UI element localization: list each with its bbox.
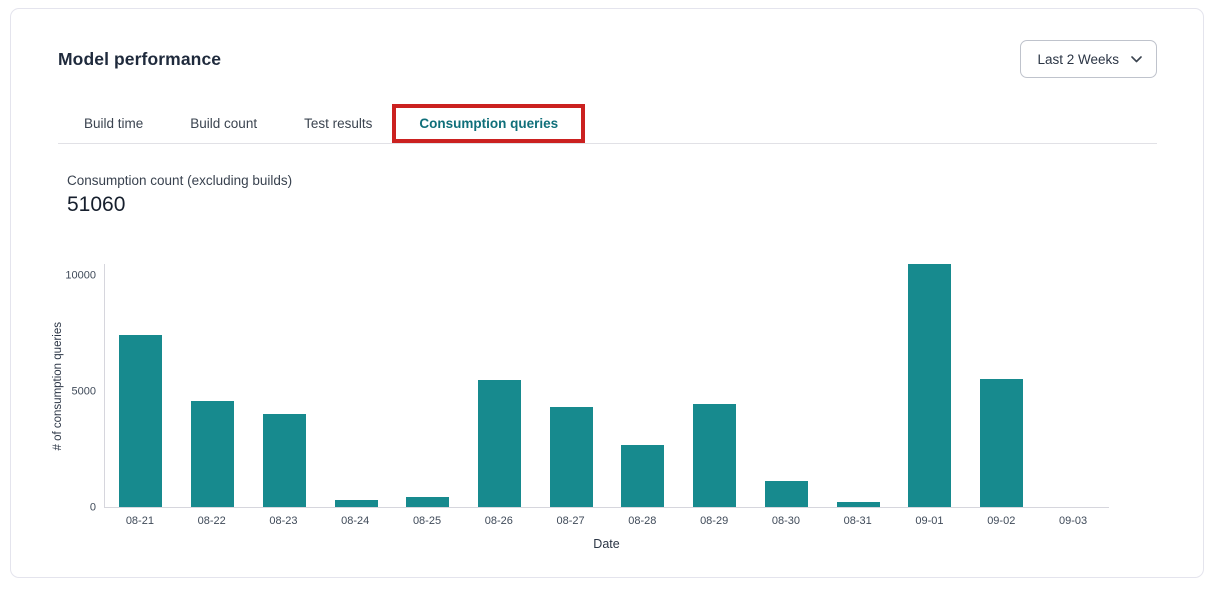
bar-slot — [320, 264, 392, 507]
consumption-queries-bar-chart: # of consumption queries 0 5000 10000 08-2… — [52, 264, 1109, 551]
tab-test-results[interactable]: Test results — [304, 103, 372, 143]
x-tick-label: 08-22 — [197, 515, 226, 527]
bar-slot — [822, 264, 894, 507]
tab-bar: Build time Build count Test results Cons… — [84, 103, 586, 143]
card-header: Model performance Last 2 Weeks — [58, 40, 1157, 78]
x-tick-label: 08-25 — [412, 515, 442, 527]
x-tick-label: 09-01 — [915, 515, 944, 527]
tab-label: Test results — [304, 115, 373, 131]
metric-label: Consumption count (excluding builds) — [67, 173, 293, 188]
bar-08-21[interactable] — [119, 335, 163, 507]
y-axis-ticks: 0 5000 10000 — [49, 264, 104, 513]
x-tick-label: 08-30 — [771, 515, 800, 527]
metric-block: Consumption count (excluding builds) 510… — [67, 173, 292, 217]
bar-08-29[interactable] — [693, 404, 737, 507]
x-tick-label: 08-29 — [700, 515, 729, 527]
tab-label: Consumption queries — [419, 115, 559, 131]
bar-slot — [464, 264, 536, 507]
x-tick-label: 08-27 — [556, 515, 585, 527]
bar-slot — [607, 264, 679, 507]
bar-slot — [1037, 264, 1109, 507]
bar-08-23[interactable] — [262, 413, 306, 507]
x-tick-label: 08-28 — [628, 515, 657, 527]
tab-consumption-queries[interactable]: Consumption queries — [392, 103, 586, 143]
tab-label: Build count — [190, 115, 258, 131]
bar-slot — [392, 264, 464, 507]
x-tick-label: 08-24 — [341, 515, 370, 527]
bar-slot — [966, 264, 1038, 507]
bar-08-22[interactable] — [191, 401, 235, 507]
bar-slot — [679, 264, 751, 507]
bar-slot — [105, 264, 177, 507]
x-tick-label: 08-31 — [843, 515, 872, 527]
bar-08-25[interactable] — [406, 497, 450, 507]
metric-value: 51060 — [67, 193, 126, 216]
y-tick-label: 0 — [89, 501, 96, 514]
bar-slot — [177, 264, 249, 507]
bar-08-30[interactable] — [764, 481, 808, 507]
y-tick-label: 10000 — [65, 269, 96, 282]
x-tick-label: 09-02 — [987, 515, 1016, 527]
x-tick-label: 08-23 — [269, 515, 298, 527]
bar-08-31[interactable] — [836, 502, 880, 507]
bar-slot — [535, 264, 607, 507]
bar-08-27[interactable] — [549, 406, 593, 507]
bar-08-28[interactable] — [621, 444, 665, 507]
chevron-down-icon — [1131, 55, 1142, 63]
bar-09-01[interactable] — [908, 264, 952, 507]
tabs-separator — [58, 143, 1157, 144]
date-range-dropdown[interactable]: Last 2 Weeks — [1020, 40, 1157, 78]
plot-area — [104, 264, 1109, 508]
x-axis-labels: 08-21 08-22 08-23 08-24 08-25 08-26 08-27 08-28… — [104, 515, 1109, 527]
date-range-value: Last 2 Weeks — [1037, 51, 1119, 67]
y-tick-label: 5000 — [71, 385, 96, 398]
bar-slot — [248, 264, 320, 507]
x-tick-label: 08-21 — [125, 515, 154, 527]
bar-09-02[interactable] — [979, 378, 1023, 507]
page-title: Model performance — [58, 48, 222, 69]
bar-slot — [894, 264, 966, 507]
tab-label: Build time — [84, 115, 144, 131]
model-performance-card: Model performance Last 2 Weeks Build tim… — [10, 8, 1204, 578]
bar-slot — [750, 264, 822, 507]
x-axis-title: Date — [593, 537, 620, 551]
x-tick-label: 08-26 — [484, 515, 513, 527]
tab-build-count[interactable]: Build count — [190, 103, 257, 143]
x-tick-label: 09-03 — [1058, 515, 1088, 527]
tab-build-time[interactable]: Build time — [84, 103, 143, 143]
bar-08-24[interactable] — [334, 500, 378, 507]
bar-08-26[interactable] — [477, 380, 521, 507]
